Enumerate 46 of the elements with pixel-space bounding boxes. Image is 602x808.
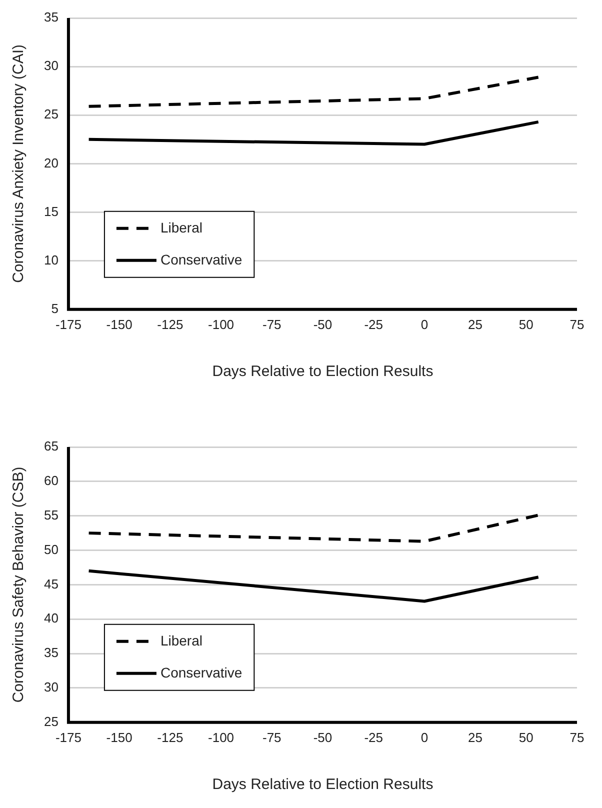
x-tick-label: -175 [55, 730, 82, 745]
x-tick-label: -25 [364, 316, 383, 332]
x-tick-label: 75 [570, 316, 584, 332]
y-tick-label: 25 [44, 106, 58, 122]
x-tick-label: 0 [420, 730, 428, 745]
legend-label: Liberal [160, 632, 202, 648]
x-tick-label: 25 [468, 316, 483, 332]
x-axis-title: Days Relative to Election Results [212, 363, 434, 380]
y-tick-label: 35 [44, 645, 58, 660]
x-tick-label: 0 [420, 316, 428, 332]
x-tick-label: 50 [518, 316, 534, 332]
y-tick-label: 30 [44, 58, 58, 74]
x-tick-label: -175 [55, 316, 82, 332]
y-axis-title: Coronavirus Anxiety Inventory (CAI) [10, 44, 28, 283]
x-tick-label: -50 [313, 316, 332, 332]
y-tick-label: 10 [44, 252, 58, 268]
y-tick-label: 5 [51, 300, 58, 316]
x-tick-label: 25 [468, 730, 483, 745]
y-tick-label: 25 [44, 714, 58, 729]
y-tick-label: 20 [44, 155, 58, 170]
y-tick-label: 60 [44, 473, 58, 488]
x-tick-label: 50 [518, 730, 534, 745]
x-tick-label: -75 [262, 730, 282, 745]
y-tick-label: 15 [44, 204, 58, 219]
x-axis-title: Days Relative to Election Results [212, 776, 434, 794]
y-tick-label: 35 [44, 10, 58, 25]
x-tick-label: -150 [106, 316, 132, 332]
x-tick-label: -25 [364, 730, 383, 745]
y-axis-title: Coronavirus Safety Behavior (CSB) [10, 466, 28, 703]
x-tick-label: 75 [570, 730, 584, 745]
legend-label: Conservative [160, 251, 242, 268]
legend-label: Conservative [160, 664, 242, 680]
y-tick-label: 30 [44, 680, 58, 695]
y-tick-label: 45 [44, 576, 58, 592]
x-tick-label: -150 [106, 730, 132, 745]
legend-label: Liberal [160, 219, 202, 236]
x-tick-label: -75 [262, 316, 282, 332]
x-tick-label: -125 [157, 316, 184, 332]
y-tick-label: 50 [44, 542, 58, 557]
x-tick-label: -100 [208, 316, 234, 332]
x-tick-label: -50 [313, 730, 332, 745]
y-tick-label: 55 [44, 507, 58, 522]
y-tick-label: 40 [44, 610, 58, 626]
x-tick-label: -100 [208, 730, 234, 745]
y-tick-label: 65 [44, 438, 58, 454]
x-tick-label: -125 [157, 730, 184, 745]
